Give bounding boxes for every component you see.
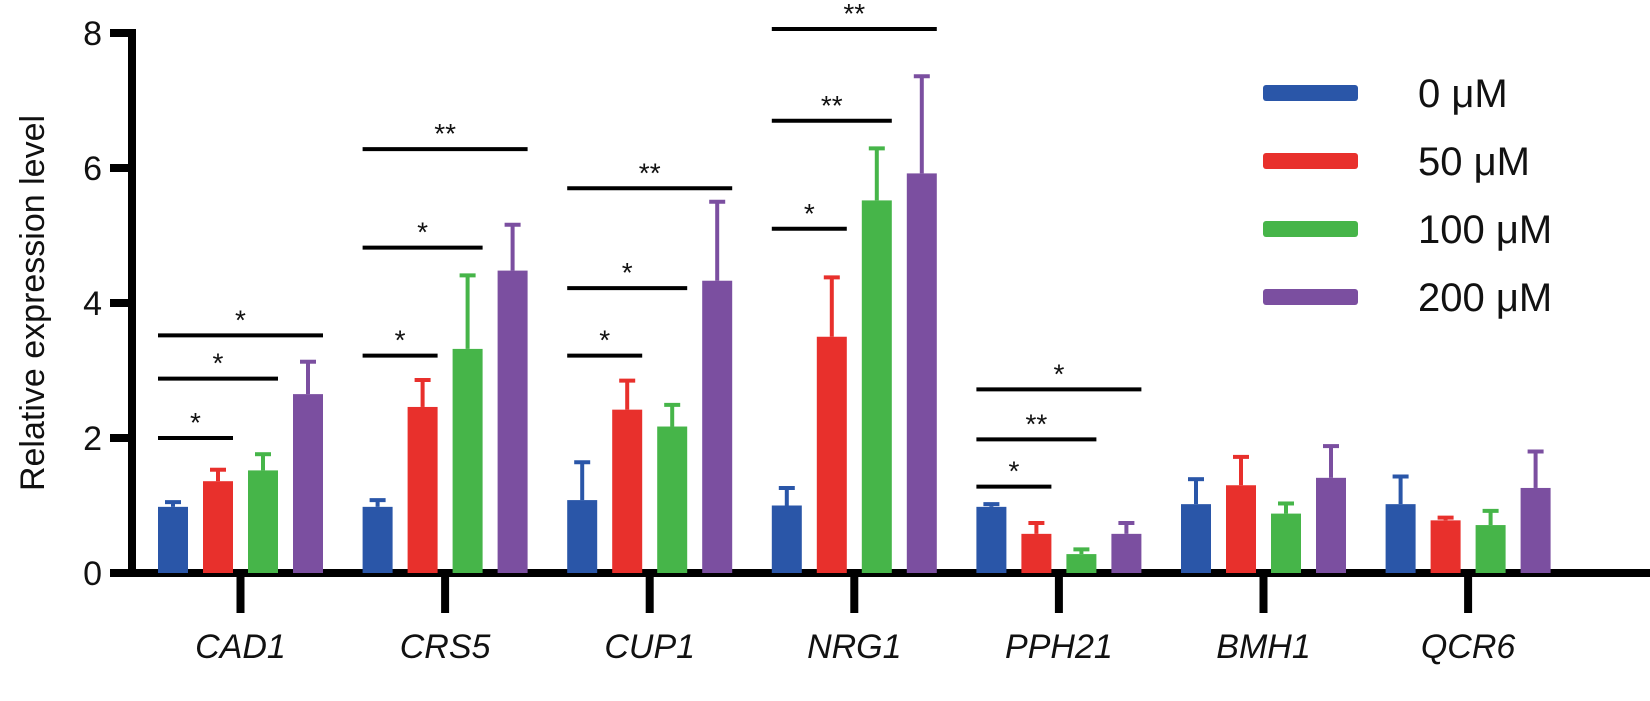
bar-nrg1-series-0 [771,505,802,573]
bar-qcr6-series-1 [1430,520,1461,573]
significance-label: * [190,407,201,438]
bar-cup1-series-1 [612,409,643,573]
y-axis-label: Relative expression level [14,115,52,491]
x-tick-label: NRG1 [807,628,901,666]
significance-label: * [804,198,815,229]
error-bars [165,74,1544,555]
y-tick-label: 0 [83,555,102,593]
bar-cup1-series-2 [657,426,688,573]
bar-cup1-series-0 [567,500,598,573]
bar-qcr6-series-0 [1385,504,1416,573]
legend-label: 0 μM [1418,72,1508,116]
significance-label: ** [1026,408,1048,439]
y-tick-label: 6 [83,150,102,188]
legend-swatch [1263,153,1358,169]
x-tick-label: QCR6 [1421,628,1516,666]
legend-swatch [1263,85,1358,101]
significance-label: * [599,325,610,356]
y-tick-label: 4 [83,285,102,323]
bar-bmh1-series-0 [1181,504,1211,573]
bar-pph21-series-2 [1066,554,1097,573]
significance-label: ** [843,0,865,29]
bar-cad1-series-2 [248,470,278,573]
significance-label: ** [639,157,661,188]
bar-pph21-series-1 [1021,533,1052,573]
legend-swatch [1263,221,1358,237]
bar-cad1-series-1 [203,481,233,573]
significance-label: * [1053,358,1064,389]
bar-crs5-series-3 [497,270,528,573]
bar-qcr6-series-2 [1475,525,1506,573]
bar-nrg1-series-1 [816,336,847,573]
bar-crs5-series-1 [407,406,438,573]
significance-label: ** [821,90,843,121]
x-tick-label: PPH21 [1005,628,1113,666]
bar-bmh1-series-1 [1226,485,1256,573]
significance-label: * [213,348,224,379]
legend: 0 μM 50 μM 100 μM 200 μM [1263,72,1552,320]
y-tick-label: 2 [83,420,102,458]
legend-label: 50 μM [1418,140,1530,184]
significance-marks: ******************** [158,0,1142,489]
bar-cad1-series-3 [293,394,323,573]
significance-label: * [395,325,406,356]
y-tick-label: 8 [83,15,102,53]
significance-label: * [1008,456,1019,487]
legend-label: 100 μM [1418,208,1552,252]
significance-label: * [235,304,246,335]
bar-cup1-series-3 [702,280,733,573]
bar-nrg1-series-3 [906,173,937,573]
x-tick-label: CAD1 [195,628,286,666]
bar-cad1-series-0 [158,506,188,573]
legend-label: 200 μM [1418,276,1552,320]
bar-bmh1-series-3 [1316,477,1346,573]
significance-label: * [417,217,428,248]
y-ticks: 0 2 4 6 8 [83,15,132,593]
bars [158,173,1551,573]
bar-nrg1-series-2 [861,200,892,573]
bar-qcr6-series-3 [1520,487,1551,573]
bar-pph21-series-0 [976,506,1007,573]
x-tick-label: BMH1 [1216,628,1310,666]
x-tick-label: CUP1 [604,628,695,666]
bar-bmh1-series-2 [1271,513,1301,573]
bar-crs5-series-2 [452,348,483,573]
bar-crs5-series-0 [362,506,393,573]
significance-label: * [622,257,633,288]
x-ticks: CAD1 CRS5 CUP1 NRG1 PPH21 BMH1 QCR6 [195,573,1515,666]
significance-label: ** [434,118,456,149]
bar-pph21-series-3 [1111,533,1142,573]
legend-swatch [1263,289,1358,305]
x-tick-label: CRS5 [400,628,491,666]
